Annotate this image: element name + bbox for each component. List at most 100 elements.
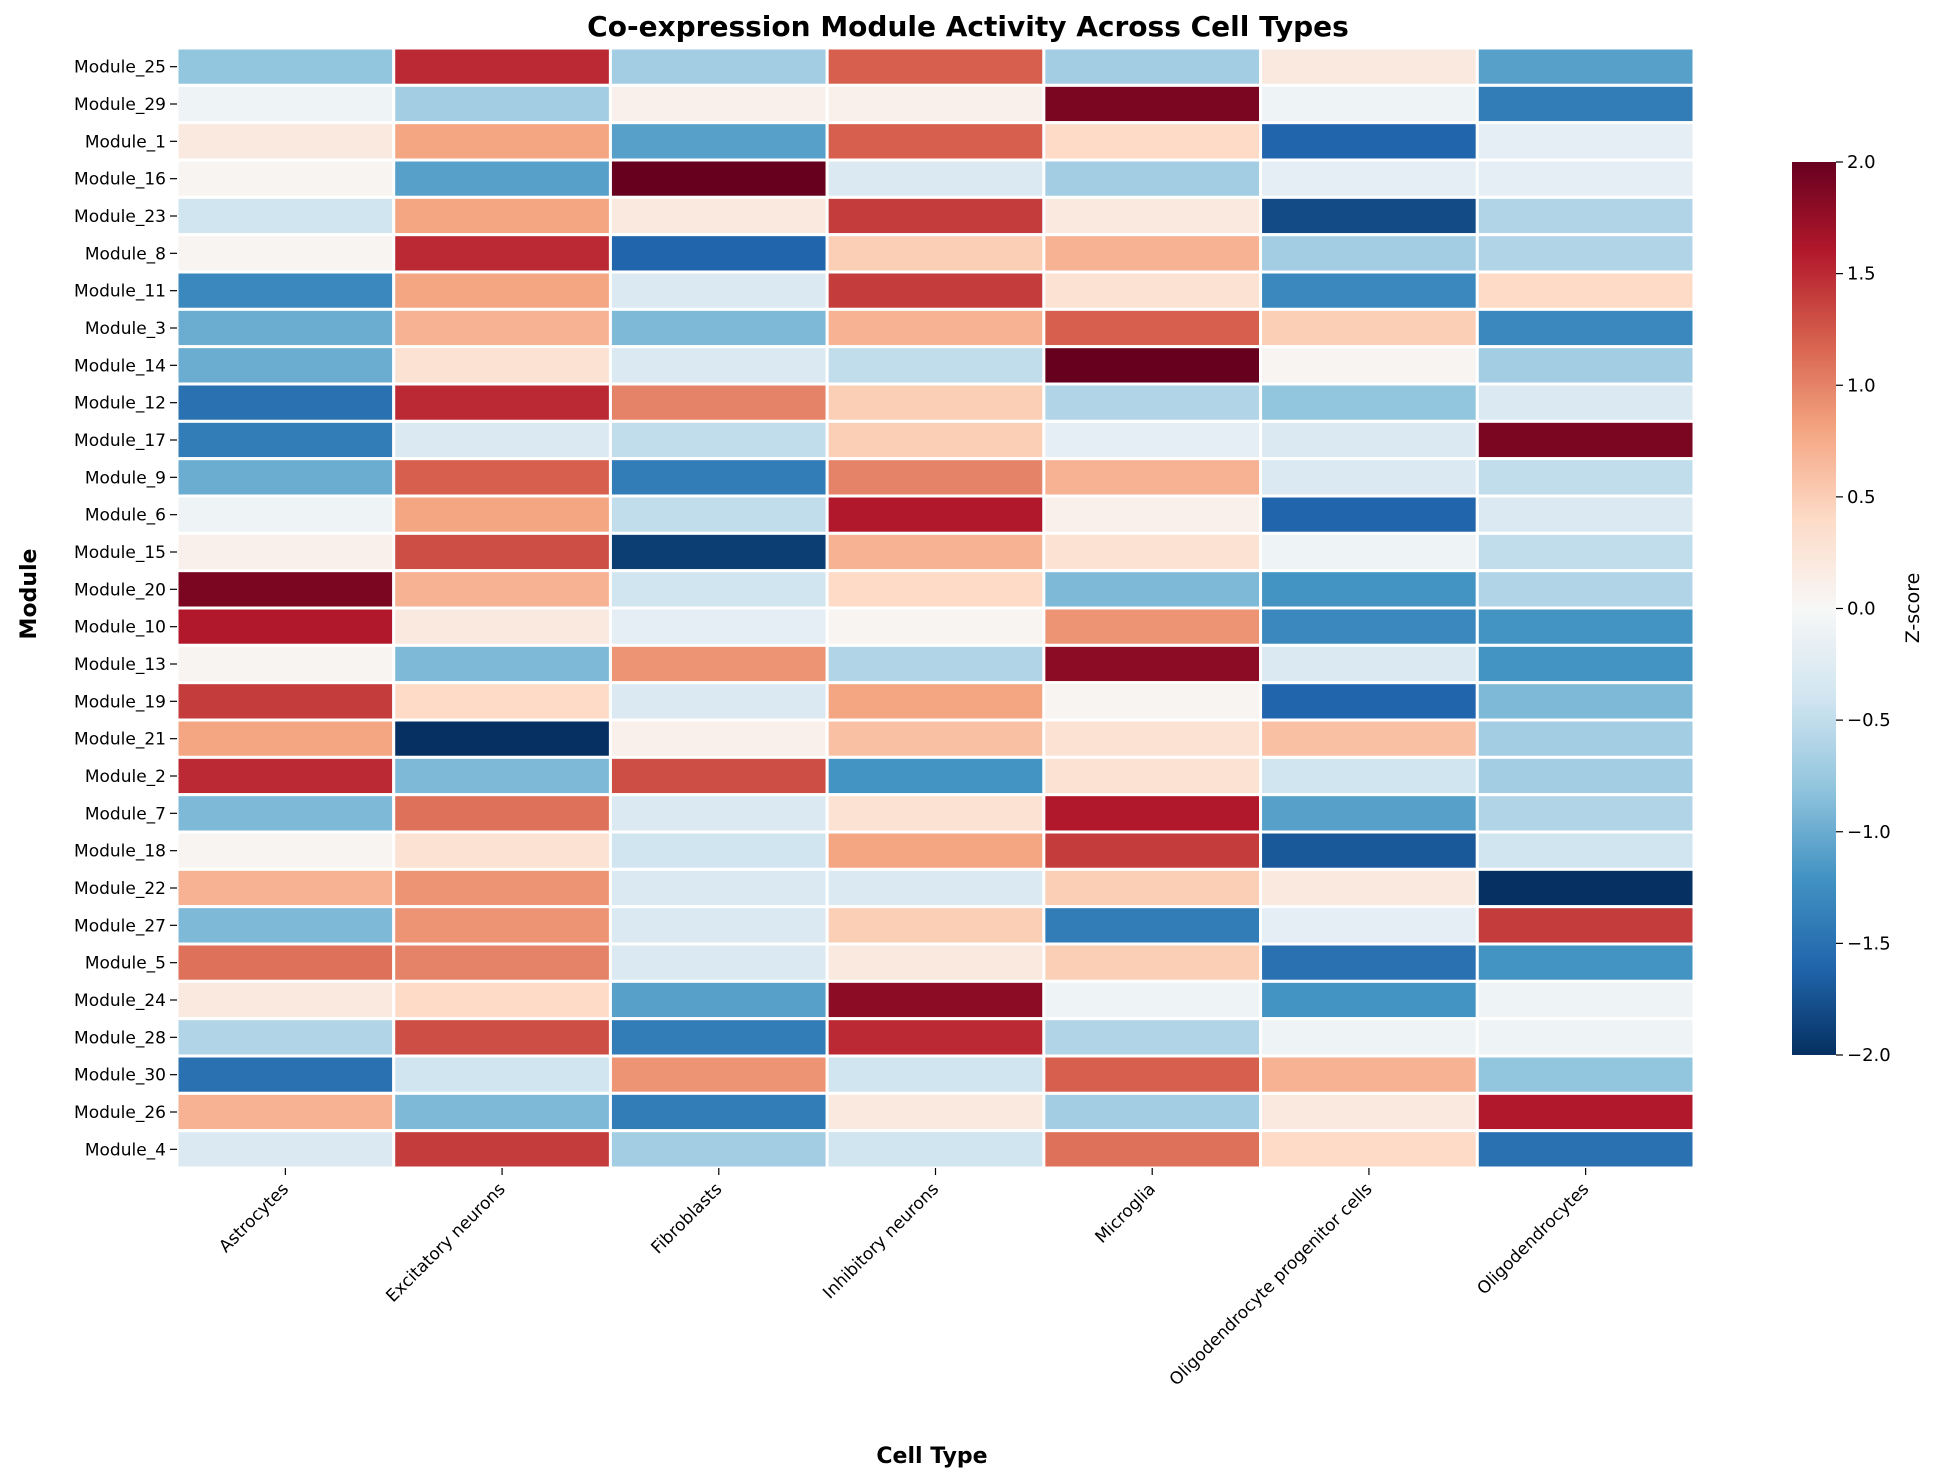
row-tick-label: Module_28 (74, 1028, 166, 1048)
heatmap-cell (1259, 457, 1479, 498)
heatmap-cell (608, 195, 829, 237)
heatmap-cell (1475, 1129, 1696, 1170)
heatmap-cell (175, 1054, 396, 1095)
row-tick-label: Module_18 (74, 842, 166, 862)
heatmap-cell (1475, 46, 1696, 87)
heatmap-cell (175, 1091, 396, 1133)
heatmap-cell (608, 830, 829, 871)
heatmap-cell (1475, 158, 1696, 199)
heatmap-cell (392, 307, 612, 349)
heatmap-cell (825, 867, 1046, 909)
row-tick-label: Module_19 (74, 692, 166, 712)
heatmap-cell (825, 718, 1046, 759)
heatmap-cell (175, 195, 396, 237)
heatmap-cell (175, 345, 396, 386)
heatmap-cell (1259, 606, 1479, 647)
heatmap-cell (608, 755, 829, 797)
heatmap-cell (175, 307, 396, 349)
heatmap-cell (825, 1091, 1046, 1133)
heatmap-cell (1259, 755, 1479, 797)
heatmap-cell (1042, 1129, 1263, 1170)
heatmap-cell (392, 457, 612, 498)
heatmap-cell (175, 158, 396, 199)
heatmap-cell (608, 158, 829, 199)
heatmap-cell (1042, 643, 1263, 685)
heatmap-cell (175, 606, 396, 647)
heatmap-cell (392, 718, 612, 759)
heatmap-cell (608, 121, 829, 162)
heatmap-cell (608, 83, 829, 125)
heatmap-cell (392, 270, 612, 311)
heatmap-cell (1475, 755, 1696, 797)
colorbar-tick-label: 1.5 (1847, 264, 1876, 285)
heatmap-cell (175, 83, 396, 125)
heatmap-cell (1042, 793, 1263, 834)
heatmap-cell (825, 457, 1046, 498)
heatmap-cell (1259, 830, 1479, 871)
heatmap-cell (175, 233, 396, 274)
heatmap-cell (1042, 233, 1263, 274)
heatmap-cell (1259, 643, 1479, 685)
heatmap-cell (1475, 569, 1696, 610)
heatmap-cell (392, 681, 612, 722)
heatmap-cell (825, 83, 1046, 125)
heatmap-cell (1259, 345, 1479, 386)
row-tick-label: Module_10 (74, 618, 166, 638)
heatmap-cell (1042, 121, 1263, 162)
heatmap-cell (392, 606, 612, 647)
heatmap-cell (1475, 867, 1696, 909)
heatmap-cell (825, 233, 1046, 274)
heatmap-cell (1259, 233, 1479, 274)
heatmap-cell (392, 755, 612, 797)
heatmap-cell (1042, 307, 1263, 349)
heatmap-cell (608, 643, 829, 685)
heatmap-cell (1259, 867, 1479, 909)
heatmap-cell (608, 46, 829, 87)
row-tick-label: Module_24 (74, 991, 166, 1011)
heatmap-cell (825, 494, 1046, 535)
heatmap-cell (175, 1129, 396, 1170)
heatmap-cell (1259, 1054, 1479, 1095)
heatmap-cell (825, 531, 1046, 573)
heatmap-cell (1259, 1091, 1479, 1133)
heatmap-cell (608, 867, 829, 909)
heatmap-cell (392, 121, 612, 162)
heatmap-cell (1259, 419, 1479, 461)
heatmap-cell (1475, 494, 1696, 535)
heatmap-cell (608, 494, 829, 535)
heatmap-cell (1042, 83, 1263, 125)
heatmap-cell (392, 1091, 612, 1133)
heatmap-cell (1042, 46, 1263, 87)
colorbar-tick-label: −2.0 (1847, 1045, 1891, 1066)
row-tick-label: Module_3 (85, 319, 166, 339)
heatmap-cell (1042, 569, 1263, 610)
row-tick-label: Module_29 (74, 95, 166, 115)
colorbar-tick-label: −1.5 (1847, 933, 1891, 954)
heatmap-cell (175, 830, 396, 871)
heatmap-cell (1475, 233, 1696, 274)
heatmap-cell (608, 270, 829, 311)
heatmap-cell (392, 1129, 612, 1170)
heatmap-cell (175, 905, 396, 946)
heatmap-cell (1042, 681, 1263, 722)
heatmap-cell (1259, 793, 1479, 834)
heatmap-cell (1259, 681, 1479, 722)
heatmap-cell (1475, 606, 1696, 647)
colorbar-gradient (1792, 162, 1836, 1055)
heatmap-cell (175, 270, 396, 311)
heatmap-cell (1042, 457, 1263, 498)
row-tick-label: Module_7 (85, 804, 166, 824)
heatmap-cell (1475, 121, 1696, 162)
colorbar-ticks: 2.0 1.5 1.0 0.5 0.0 −0.5 −1.0 −1.5 −2.0 (1836, 152, 1891, 1066)
heatmap-cell (608, 531, 829, 573)
colorbar-tick-label: 2.0 (1847, 152, 1876, 173)
row-tick-label: Module_30 (74, 1066, 166, 1086)
heatmap-cell (1475, 681, 1696, 722)
row-tick-label: Module_11 (74, 282, 166, 302)
colorbar-tick-label: 0.0 (1847, 599, 1876, 620)
column-tick-label: Oligodendrocyte progenitor cells (1166, 1179, 1377, 1390)
heatmap-cell (608, 905, 829, 946)
row-tick-labels: Module_25 Module_29 Module_1 Module_16 Modul… (74, 58, 177, 1160)
heatmap-cell (175, 979, 396, 1021)
